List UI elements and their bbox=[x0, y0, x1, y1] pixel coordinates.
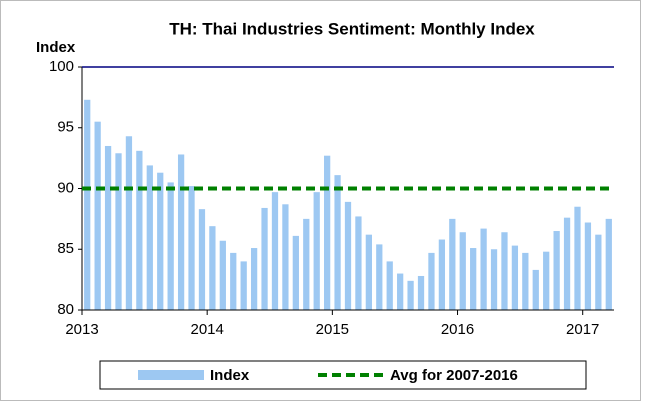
bar bbox=[501, 232, 508, 310]
bar bbox=[543, 251, 550, 310]
y-tick-label: 90 bbox=[57, 179, 74, 196]
bar bbox=[459, 232, 466, 310]
bar bbox=[250, 248, 258, 310]
bar bbox=[605, 218, 612, 310]
x-tick-label: 2016 bbox=[441, 321, 474, 338]
legend-label: Index bbox=[210, 367, 250, 384]
bar bbox=[344, 201, 352, 310]
y-tick-label: 80 bbox=[57, 301, 74, 318]
bar bbox=[94, 121, 101, 310]
bar bbox=[104, 145, 112, 310]
bar bbox=[261, 207, 268, 310]
bar bbox=[324, 155, 331, 310]
bar bbox=[407, 280, 414, 310]
bar bbox=[355, 216, 362, 310]
bar bbox=[271, 192, 279, 310]
y-tick-label: 100 bbox=[49, 58, 74, 75]
bar bbox=[386, 261, 393, 310]
bar bbox=[240, 261, 247, 310]
bar bbox=[490, 249, 498, 310]
bar bbox=[574, 206, 581, 310]
bar bbox=[417, 275, 425, 310]
bar bbox=[532, 269, 539, 310]
x-tick-label: 2014 bbox=[190, 321, 223, 338]
x-tick-label: 2015 bbox=[316, 321, 349, 338]
chart-title: TH: Thai Industries Sentiment: Monthly I… bbox=[169, 19, 535, 38]
bar bbox=[376, 244, 383, 310]
bar bbox=[84, 99, 91, 311]
y-tick-label: 85 bbox=[57, 240, 74, 257]
bar bbox=[480, 228, 487, 310]
bar bbox=[334, 175, 341, 310]
bar bbox=[282, 204, 289, 310]
bar bbox=[313, 192, 320, 310]
bar bbox=[470, 248, 477, 310]
frame bbox=[0, 0, 641, 401]
bar bbox=[188, 186, 195, 310]
bar bbox=[428, 252, 435, 310]
bar bbox=[115, 153, 122, 310]
bar bbox=[303, 218, 310, 310]
bar bbox=[584, 222, 592, 310]
bar bbox=[157, 172, 164, 310]
bar bbox=[449, 218, 456, 310]
bar bbox=[136, 150, 143, 310]
bar bbox=[125, 136, 133, 310]
bar bbox=[563, 217, 571, 310]
legend-label: Avg for 2007-2016 bbox=[390, 367, 518, 384]
y-tick-label: 95 bbox=[57, 119, 74, 136]
bar bbox=[177, 154, 185, 310]
bar bbox=[219, 240, 226, 310]
bar bbox=[397, 273, 404, 310]
y-axis-label: Index bbox=[36, 39, 76, 56]
bar bbox=[292, 235, 299, 310]
bar bbox=[167, 182, 174, 310]
bar bbox=[230, 252, 237, 310]
x-tick-label: 2013 bbox=[65, 321, 98, 338]
bar bbox=[365, 234, 372, 310]
bar bbox=[595, 234, 602, 310]
bar bbox=[553, 231, 560, 310]
bar bbox=[511, 245, 519, 310]
bar bbox=[198, 209, 206, 310]
bar bbox=[522, 252, 529, 310]
bar bbox=[146, 165, 153, 310]
legend-swatch bbox=[138, 370, 204, 380]
bar bbox=[438, 239, 446, 310]
bar bbox=[209, 226, 216, 310]
x-tick-label: 2017 bbox=[566, 321, 599, 338]
